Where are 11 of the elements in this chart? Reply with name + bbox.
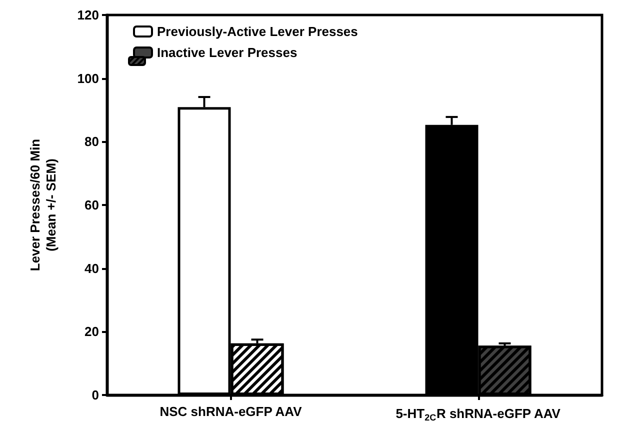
y-tick-label: 40 xyxy=(84,260,99,276)
x-tick-label: NSC shRNA-eGFP AAV xyxy=(160,404,302,419)
y-tick-label: 80 xyxy=(84,134,99,150)
y-tick-label: 100 xyxy=(77,70,99,86)
y-tick-label: 20 xyxy=(84,324,99,340)
y-tick-label: 120 xyxy=(77,8,99,22)
y-tick-label: 60 xyxy=(84,198,99,212)
legend-label: Inactive Lever Presses xyxy=(157,45,298,60)
legend-label: Previously-Active Lever Presses xyxy=(157,24,358,39)
y-tick-label: 0 xyxy=(92,388,99,402)
y-axis-title: Lever Presses/60 Min (Mean +/- SEM) xyxy=(28,138,58,272)
